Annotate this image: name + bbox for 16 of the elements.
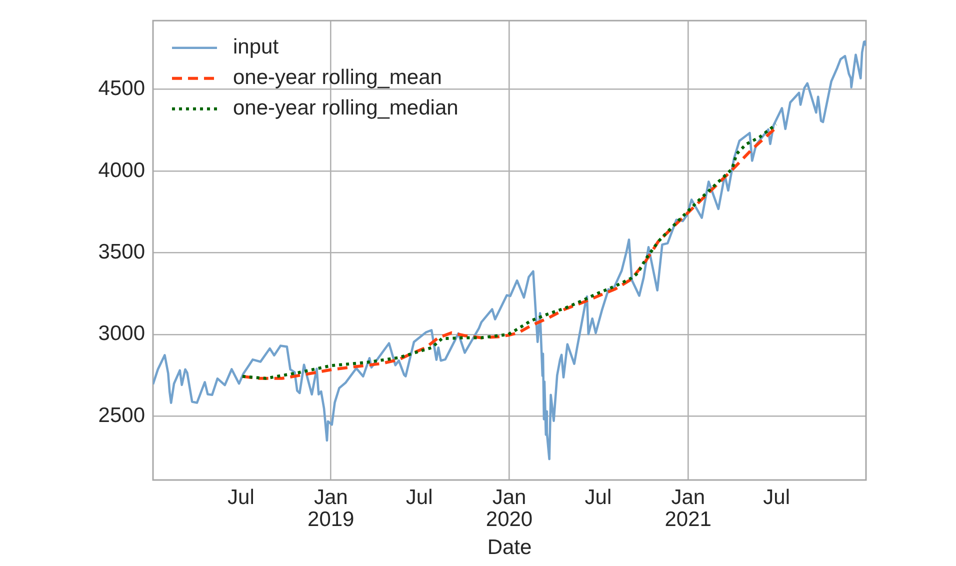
x-tick-label: Jul xyxy=(584,486,612,509)
legend-label: input xyxy=(233,36,279,59)
y-tick-label: 4500 xyxy=(98,77,145,100)
legend-label: one-year rolling_mean xyxy=(233,66,442,90)
y-tick-label: 2500 xyxy=(98,404,145,427)
x-tick-label: Jan 2019 xyxy=(308,486,354,531)
x-tick-label: Jul xyxy=(228,486,254,509)
x-tick-label: Jul xyxy=(406,486,433,509)
legend-label: one-year rolling_median xyxy=(233,96,458,120)
y-tick-label: 3500 xyxy=(98,240,145,264)
x-tick-label: Jan 2021 xyxy=(664,486,712,531)
x-tick-label: Jul xyxy=(763,486,790,509)
y-tick-label: 3000 xyxy=(98,322,145,346)
y-tick-label: 4000 xyxy=(98,158,145,182)
x-tick-label: Jan 2020 xyxy=(486,486,533,531)
x-axis-title: Date xyxy=(487,536,532,560)
